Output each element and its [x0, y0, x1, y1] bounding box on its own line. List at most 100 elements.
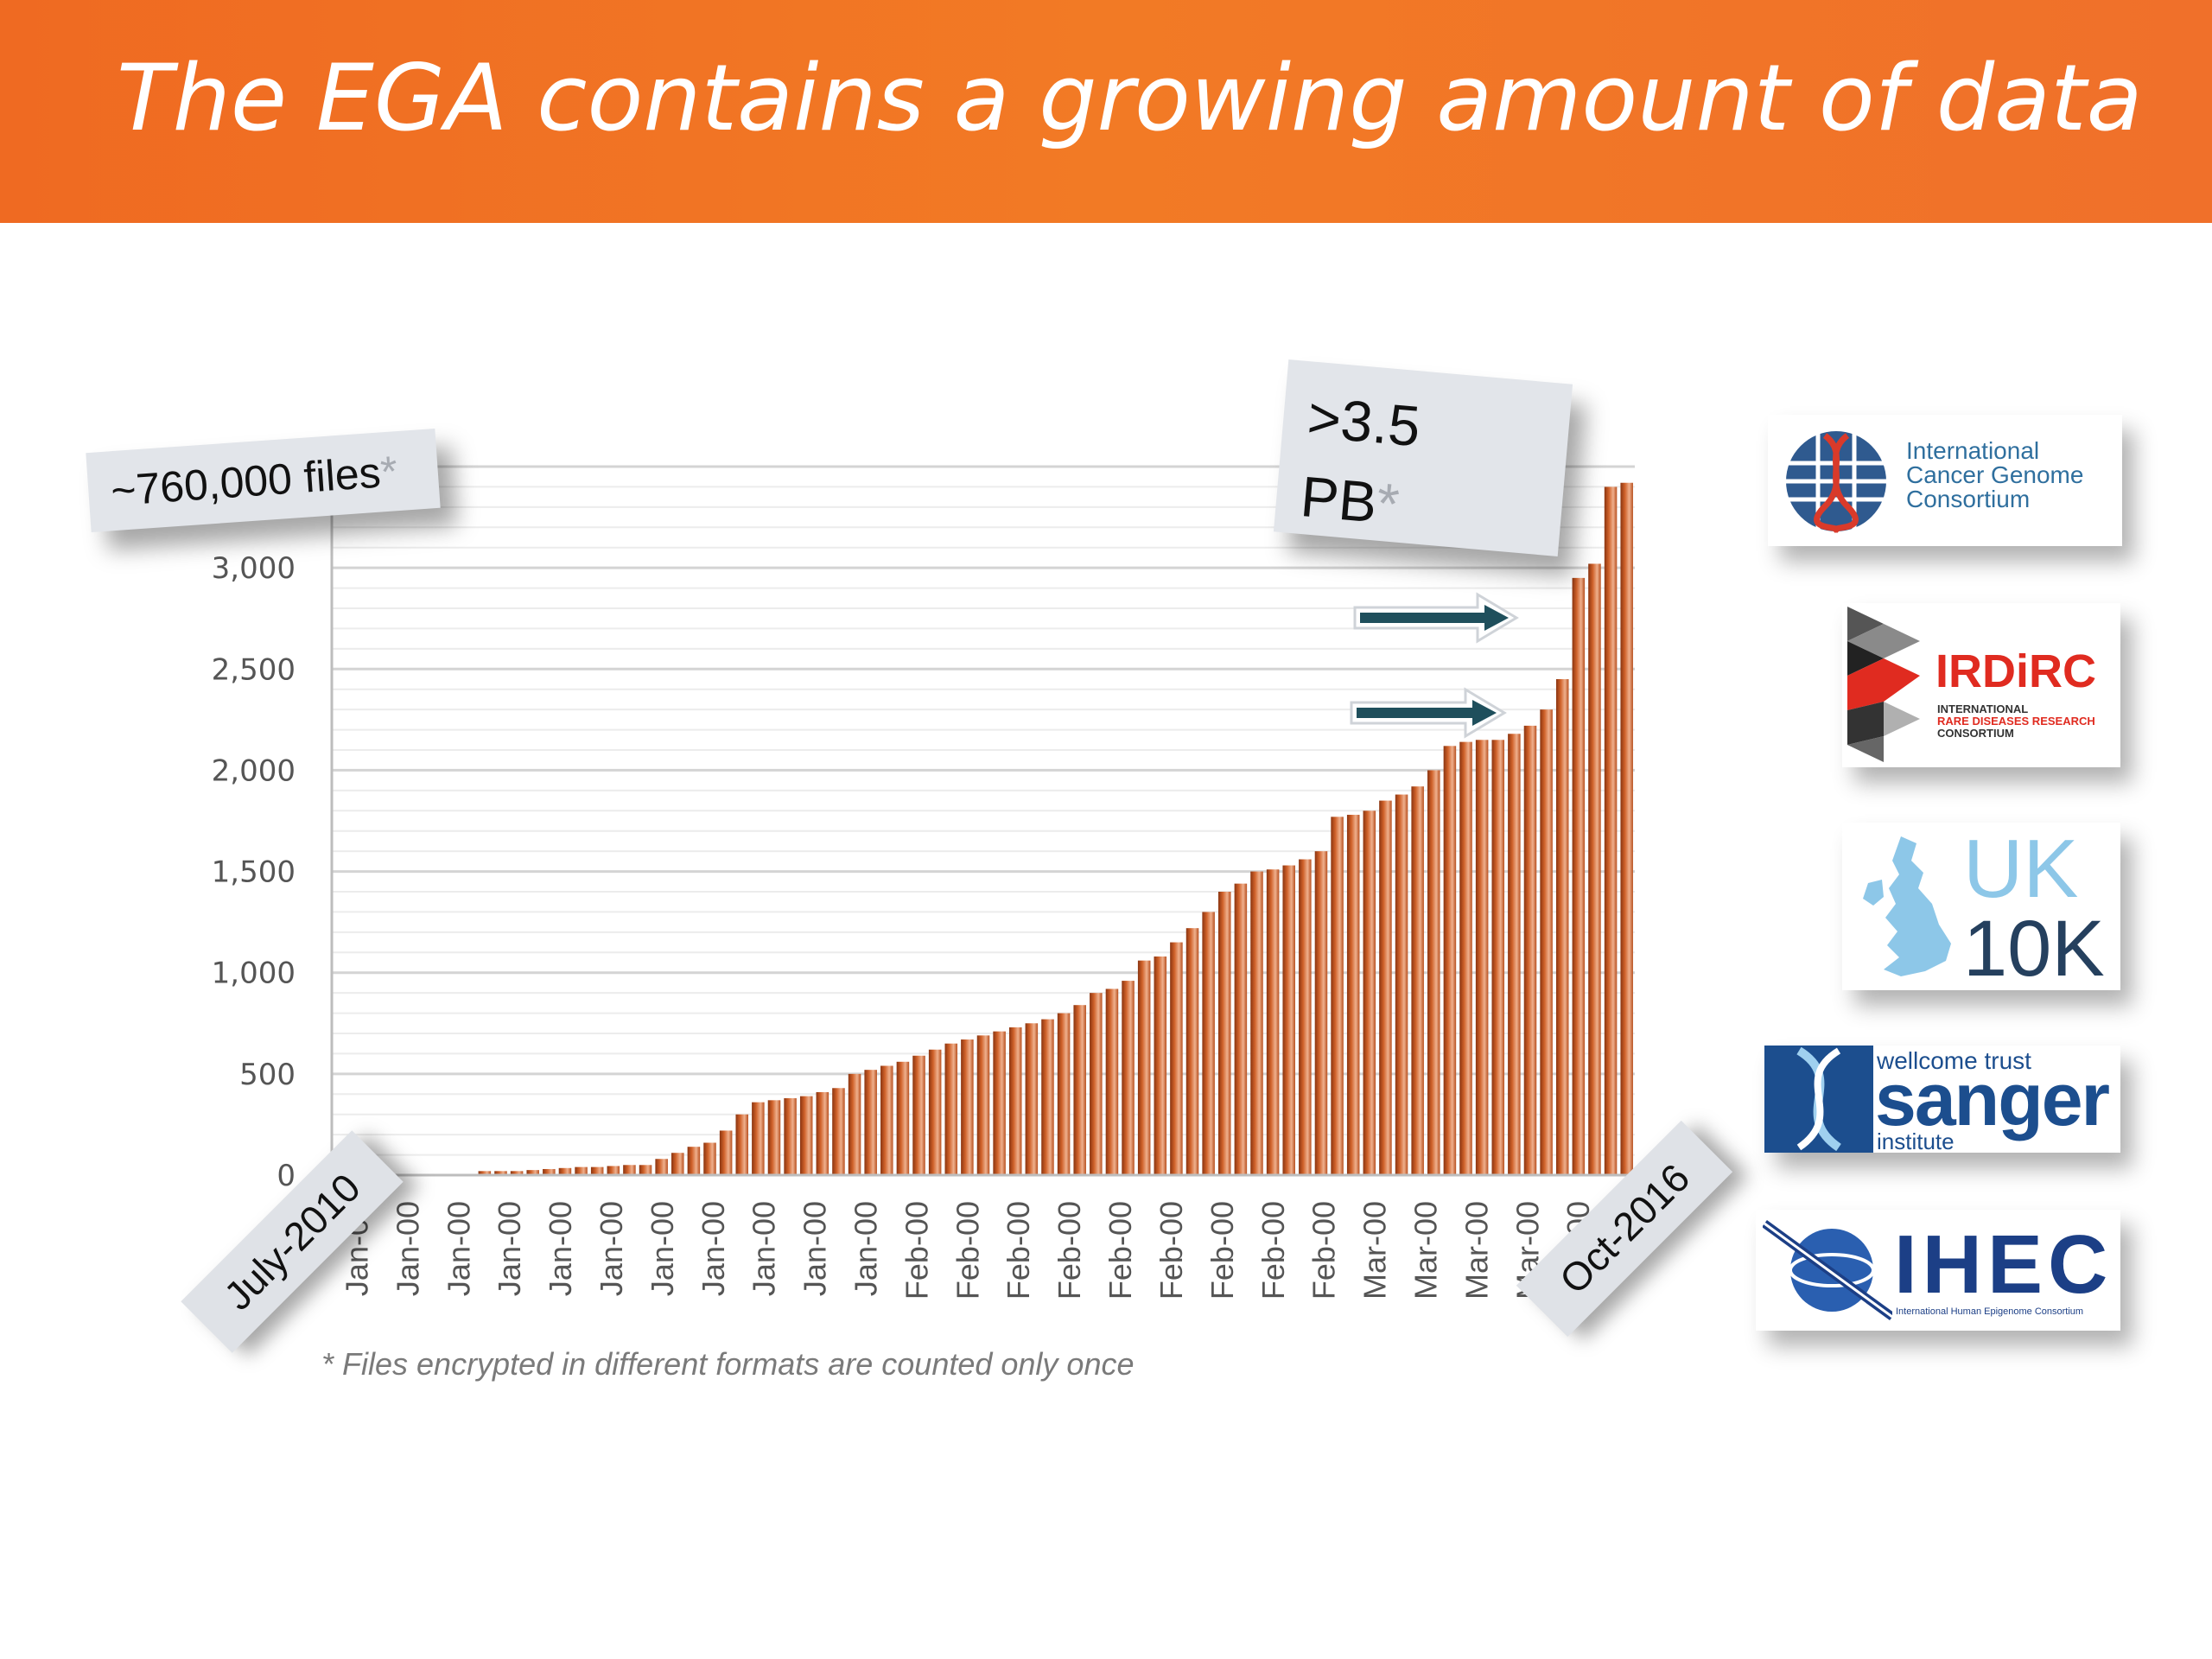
x-tick-label: Jan-00: [747, 1201, 782, 1296]
uk10k-logo: UK 10K: [1842, 823, 2120, 990]
icgc-line: International: [1906, 437, 2040, 464]
bar: [944, 1043, 958, 1175]
bar: [623, 1165, 636, 1175]
x-tick-label: Jan-00: [390, 1201, 425, 1296]
x-tick-label: Jan-00: [798, 1201, 833, 1296]
bar: [1170, 942, 1183, 1175]
bar: [767, 1100, 781, 1175]
bar: [1475, 740, 1489, 1175]
bar: [1523, 725, 1537, 1175]
x-tick-label: Mar-00: [1357, 1201, 1393, 1300]
bar: [1041, 1019, 1054, 1175]
bar: [639, 1165, 652, 1175]
bar: [575, 1166, 588, 1175]
bar: [703, 1142, 716, 1175]
bar: [590, 1166, 604, 1175]
uk-map-icon: [1863, 836, 1951, 976]
x-tick-label: Jan-00: [696, 1201, 731, 1296]
x-tick-label: Feb-00: [1205, 1201, 1240, 1300]
bar: [752, 1102, 765, 1175]
bar: [816, 1091, 830, 1175]
sanger-top-text: wellcome trust: [1877, 1047, 2031, 1074]
bar: [1185, 928, 1199, 1175]
bar: [880, 1065, 893, 1175]
x-tick-label: Jan-00: [492, 1201, 527, 1296]
x-tick-label: Feb-00: [1103, 1201, 1138, 1300]
bar: [993, 1031, 1006, 1175]
bar: [607, 1166, 620, 1175]
x-tick-label: Jan-00: [543, 1201, 578, 1296]
bar: [1555, 679, 1569, 1175]
y-tick-label: 1,500: [212, 855, 296, 890]
bar: [1459, 741, 1472, 1175]
storage-unit: PB: [1298, 463, 1380, 535]
x-tick-label: Jan-00: [441, 1201, 476, 1296]
sanger-main-text: sanger: [1875, 1058, 2110, 1141]
bar: [1443, 746, 1457, 1175]
uk10k-line1: UK: [1963, 823, 2079, 915]
bar: [1411, 786, 1424, 1175]
icgc-line: Cancer Genome: [1906, 461, 2084, 488]
y-tick-label: 1,000: [212, 957, 296, 991]
title-banner: The EGA contains a growing amount of dat…: [0, 0, 2212, 223]
bar: [976, 1035, 990, 1175]
bar: [735, 1114, 749, 1175]
bar: [494, 1171, 507, 1175]
y-tick-label: 0: [276, 1159, 296, 1193]
bar: [1395, 794, 1408, 1175]
x-tick-label: Feb-00: [1306, 1201, 1342, 1300]
bar: [526, 1170, 539, 1175]
bar: [543, 1168, 556, 1175]
bar: [1122, 981, 1135, 1175]
bar: [1379, 800, 1392, 1175]
bar: [1217, 892, 1231, 1175]
bar: [1008, 1027, 1022, 1175]
x-tick-label: Feb-00: [1255, 1201, 1291, 1300]
bar: [1073, 1005, 1086, 1175]
bar: [687, 1147, 701, 1175]
bar: [1540, 709, 1553, 1175]
bar: [1282, 865, 1295, 1175]
slide-title: The EGA contains a growing amount of dat…: [117, 45, 2143, 151]
x-tick-label: Mar-00: [1408, 1201, 1443, 1300]
storage-callout: >3.5 PB*: [1273, 359, 1573, 557]
bar: [1266, 869, 1280, 1175]
uk10k-line2: 10K: [1963, 905, 2105, 990]
bar: [1508, 734, 1521, 1175]
bar: [832, 1088, 845, 1175]
ihec-logo: IHEC International Human Epigenome Conso…: [1756, 1210, 2120, 1331]
bar: [1604, 486, 1618, 1175]
bar: [1299, 859, 1312, 1175]
irdirc-sub-line: RARE DISEASES RESEARCH: [1937, 715, 2095, 728]
bar: [1202, 912, 1215, 1175]
globe-icon: [1786, 431, 1886, 533]
bar: [1331, 817, 1344, 1175]
ihec-globe-icon: [1763, 1219, 1892, 1321]
icgc-line: Consortium: [1906, 486, 2031, 512]
bar: [1234, 883, 1248, 1175]
bar: [1588, 563, 1601, 1175]
bar: [1620, 482, 1633, 1175]
x-tick-label: Feb-00: [899, 1201, 934, 1300]
arrow-icon: [1350, 687, 1507, 739]
x-tick-label: Feb-00: [950, 1201, 985, 1300]
bar: [1105, 988, 1119, 1175]
bar: [1250, 871, 1263, 1175]
x-tick-label: Jan-00: [645, 1201, 680, 1296]
bar: [1346, 814, 1360, 1175]
irdirc-sub-line: INTERNATIONAL: [1937, 702, 2029, 715]
bar: [671, 1153, 684, 1175]
bar: [1137, 960, 1151, 1175]
x-tick-label: Jan-00: [594, 1201, 629, 1296]
bar: [655, 1159, 668, 1175]
bar: [478, 1171, 492, 1175]
dna-icon: [1764, 1046, 1873, 1153]
bar: [510, 1171, 524, 1175]
bar: [1491, 740, 1505, 1175]
x-tick-label: Feb-00: [1052, 1201, 1087, 1300]
bar: [719, 1130, 733, 1175]
bar: [848, 1073, 861, 1175]
arrow-icon: [1353, 592, 1519, 644]
y-tick-label: 500: [239, 1058, 296, 1092]
